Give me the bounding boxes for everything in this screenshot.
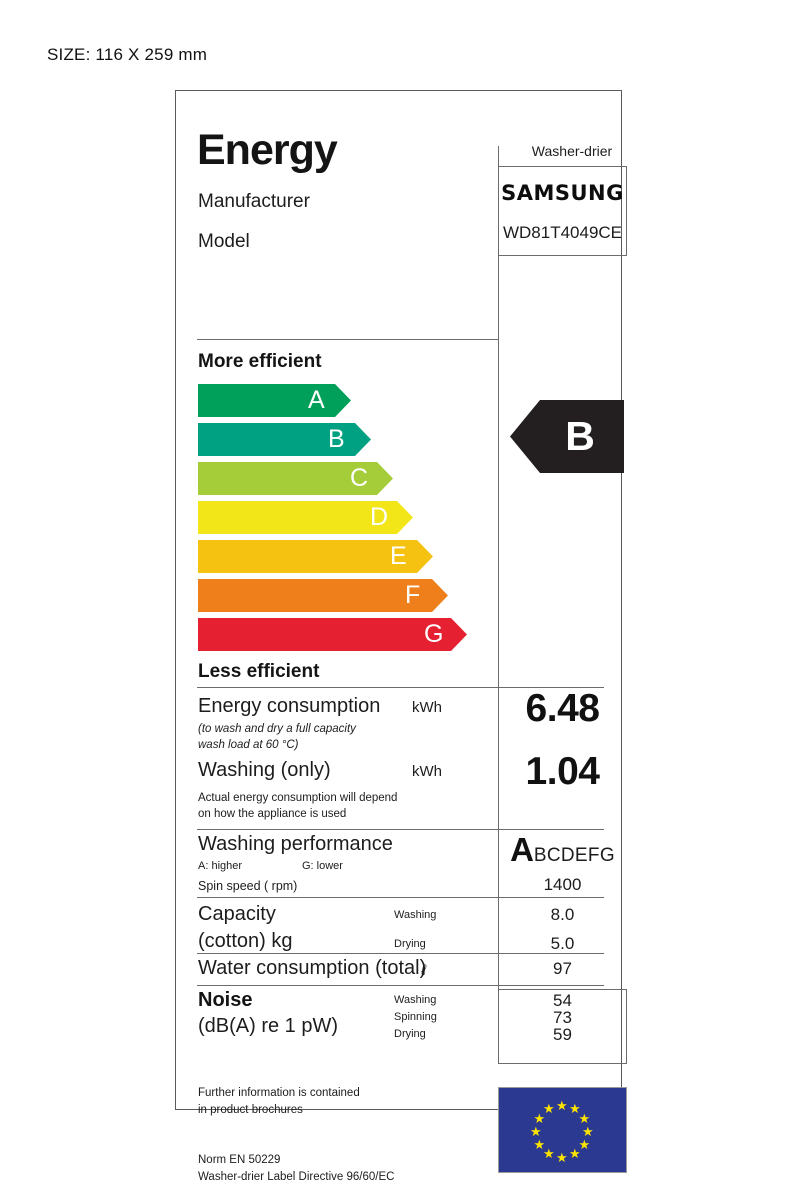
capacity-drying-value: 5.0	[550, 934, 575, 953]
noise-values-box	[498, 989, 627, 1064]
energy-class-letter-d: D	[370, 502, 389, 531]
washing-only-note: Actual energy consumption will depend on…	[198, 792, 398, 820]
energy-class-bar-e: E	[198, 540, 433, 573]
noise-divider	[197, 985, 604, 987]
washing-only-value: 1.04	[525, 750, 600, 793]
scale-bottom-divider	[197, 687, 604, 689]
eu-star-icon: ★	[533, 1110, 546, 1126]
water-divider	[197, 953, 604, 955]
energy-rating-arrow: B	[510, 400, 624, 473]
energy-rating-letter: B	[565, 413, 595, 459]
washing-only-unit: kWh	[412, 763, 442, 780]
energy-consumption-unit: kWh	[412, 699, 442, 716]
energy-class-letter-f: F	[405, 580, 421, 609]
washing-performance-divider	[197, 829, 604, 831]
manufacturer-label: Manufacturer	[198, 191, 310, 212]
performance-scale-high: A: higher	[198, 860, 243, 872]
label-content: Energy Manufacturer Model Washer-drier S…	[197, 91, 627, 1183]
energy-consumption-title: Energy consumption	[198, 695, 381, 717]
eu-star-icon: ★	[530, 1123, 542, 1139]
noise-subtitle: (dB(A) re 1 pW)	[198, 1015, 339, 1037]
capacity-washing-label: Washing	[394, 909, 437, 921]
noise-label-spinning: Spinning	[394, 1011, 437, 1023]
size-caption: SIZE: 116 X 259 mm	[47, 45, 208, 64]
eu-flag: ★ ★ ★ ★ ★ ★ ★ ★ ★ ★ ★ ★	[498, 1087, 627, 1173]
capacity-title-line1: Capacity	[198, 903, 276, 925]
energy-class-bar-d: D	[198, 501, 413, 534]
more-efficient-label: More efficient	[198, 351, 322, 372]
noise-value-drying: 59	[553, 1025, 572, 1044]
water-consumption-title: Water consumption (total)	[198, 957, 427, 979]
brand-name: SAMSUNG	[501, 181, 624, 205]
noise-title: Noise	[198, 989, 253, 1011]
column-divider	[498, 146, 500, 1051]
model-number: WD81T4049CE	[502, 223, 623, 242]
eu-star-icon: ★	[556, 1149, 568, 1165]
energy-class-letter-c: C	[350, 463, 369, 492]
eu-star-icon: ★	[543, 1100, 555, 1116]
eu-star-icon: ★	[533, 1136, 546, 1152]
washing-performance-grade: ABCDEFG	[498, 831, 627, 869]
header-divider	[197, 339, 498, 341]
eu-star-icon: ★	[582, 1123, 594, 1139]
eu-star-icon: ★	[569, 1100, 581, 1116]
further-information-note: Further information is contained in prod…	[198, 1087, 360, 1116]
energy-class-letter-g: G	[424, 619, 444, 648]
product-type-label: Washer-drier	[531, 143, 613, 159]
noise-label-washing: Washing	[394, 994, 437, 1006]
energy-label-frame: Energy Manufacturer Model Washer-drier S…	[175, 90, 627, 1183]
energy-class-letter-a: A	[308, 385, 325, 414]
energy-class-bar-g: G	[198, 618, 467, 651]
performance-scale-low: G: lower	[302, 860, 343, 872]
eu-star-icon: ★	[569, 1146, 581, 1162]
capacity-drying-label: Drying	[394, 938, 426, 950]
energy-class-bar-c: C	[198, 462, 393, 495]
energy-class-bar-b: B	[198, 423, 371, 456]
norm-directive-note: Norm EN 50229 Washer-drier Label Directi…	[198, 1154, 395, 1183]
noise-label-drying: Drying	[394, 1028, 426, 1040]
energy-consumption-note: (to wash and dry a full capacity wash lo…	[198, 723, 356, 751]
label-header: Energy Manufacturer Model Washer-drier S…	[197, 109, 627, 256]
noise-value-washing: 54	[553, 991, 572, 1010]
rating-zone: B	[498, 341, 627, 661]
capacity-washing-value: 8.0	[550, 905, 575, 924]
energy-class-letter-e: E	[390, 541, 407, 570]
spin-speed-label: Spin speed ( rpm)	[198, 879, 298, 893]
washing-only-title: Washing (only)	[198, 759, 331, 781]
eu-star-icon: ★	[556, 1097, 568, 1113]
page-title: Energy	[197, 126, 338, 174]
spin-speed-value: 1400	[543, 875, 582, 894]
energy-class-bar-f: F	[198, 579, 448, 612]
capacity-title-line2: (cotton) kg	[198, 930, 293, 952]
energy-class-bar-a: A	[198, 384, 351, 417]
performance-grade-main: A	[510, 831, 534, 868]
capacity-divider	[197, 897, 604, 899]
energy-consumption-value: 6.48	[525, 687, 600, 730]
model-label: Model	[198, 231, 250, 252]
water-consumption-value: 97	[553, 959, 572, 978]
performance-grade-rest: BCDEFG	[533, 845, 615, 866]
eu-star-icon: ★	[578, 1110, 591, 1126]
water-consumption-unit: ℓ	[421, 962, 426, 979]
noise-value-spinning: 73	[553, 1008, 572, 1027]
less-efficient-label: Less efficient	[198, 661, 320, 682]
energy-class-letter-b: B	[328, 424, 345, 453]
washing-performance-title: Washing performance	[198, 833, 393, 855]
brand-model-box: SAMSUNG WD81T4049CE	[498, 166, 627, 256]
